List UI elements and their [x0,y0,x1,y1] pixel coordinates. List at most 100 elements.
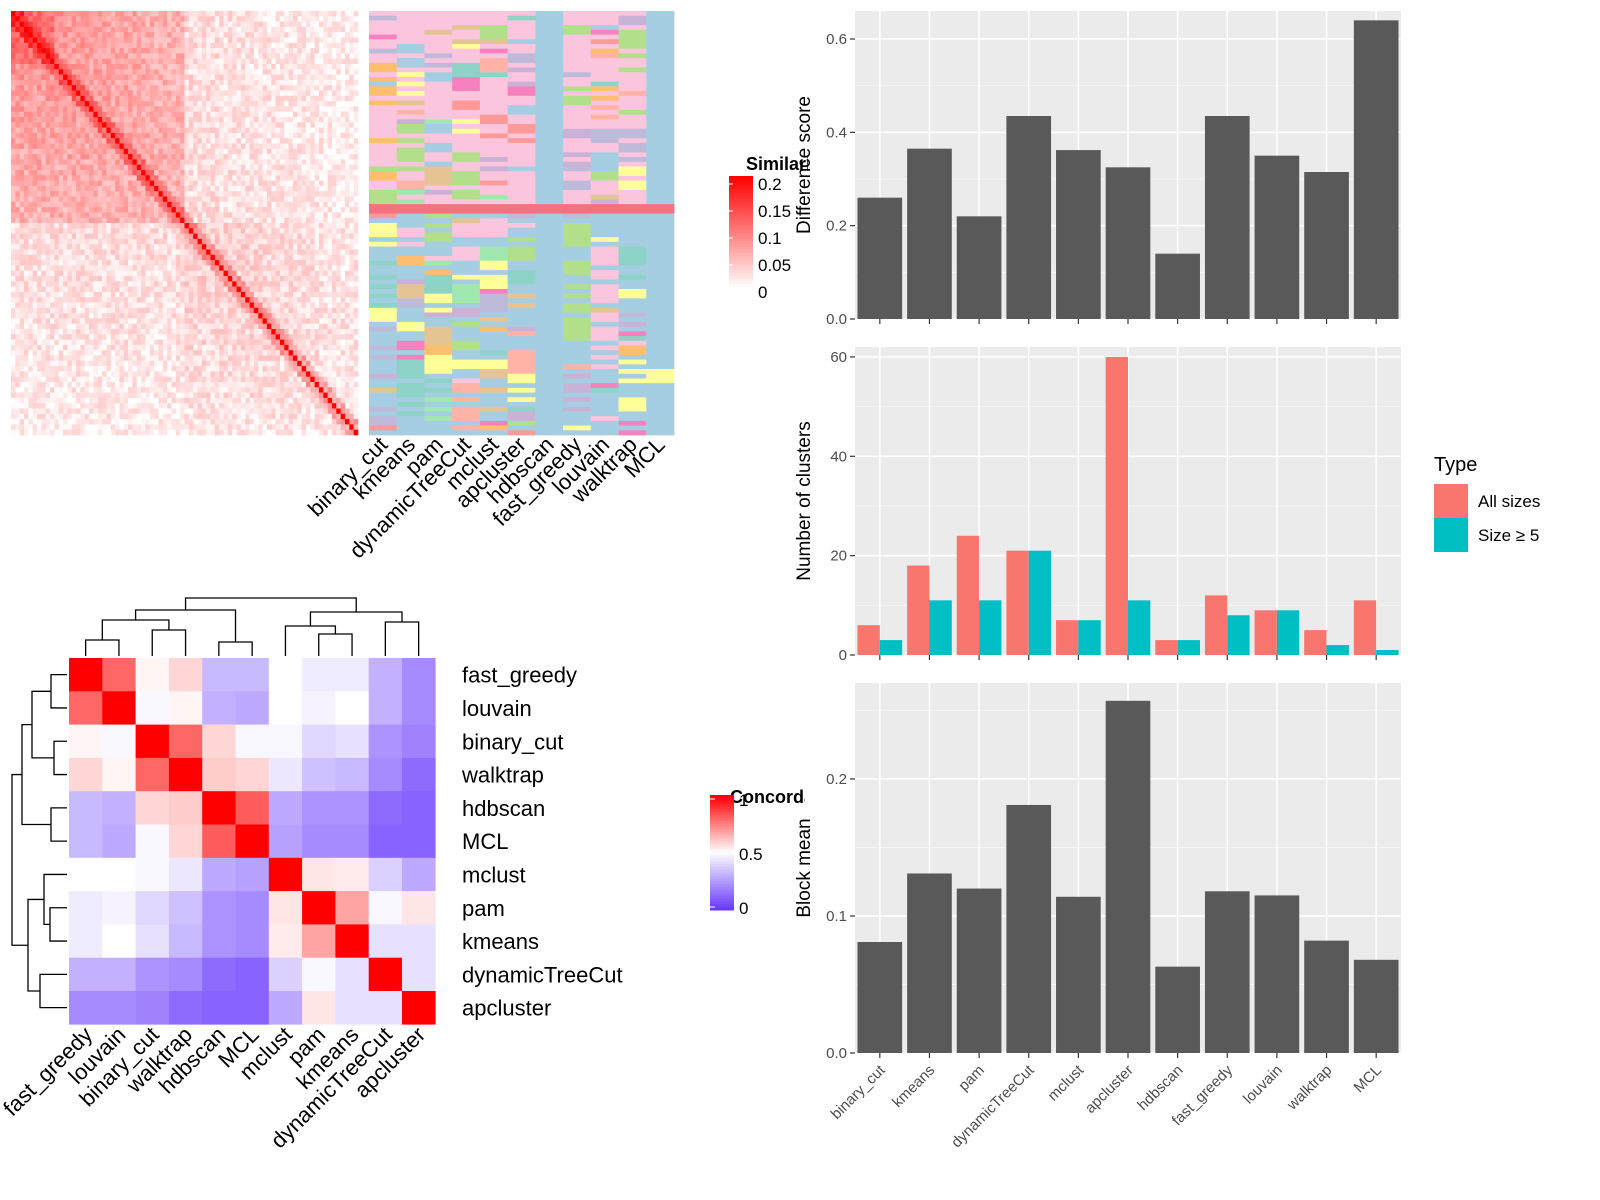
sim-cell [292,185,298,192]
sim-cell [102,339,107,346]
sim-cell [288,297,294,303]
sim-cell [180,53,185,59]
sim-cell [240,191,246,197]
sim-cell [76,238,81,245]
sim-cell [24,196,29,203]
sim-cell [132,339,138,346]
sim-cell [201,154,207,160]
sim-cell [50,175,55,181]
sim-cell [331,286,337,293]
sim-cell [266,95,272,102]
sim-cell [128,260,133,266]
sim-cell [206,228,211,234]
sim-cell [37,291,42,298]
sim-cell [84,191,90,197]
sim-cell [262,297,268,303]
sim-cell [97,32,103,38]
sim-cell [262,217,268,224]
sim-cell [249,318,255,324]
sim-cell [115,318,120,324]
sim-cell [145,85,151,91]
sim-cell [288,159,294,165]
sim-cell [76,53,81,59]
sim-cell [353,90,359,97]
sim-cell [110,329,116,335]
sim-cell [249,291,255,298]
sim-cell [301,238,307,245]
sim-cell [11,297,16,303]
sim-cell [97,238,103,245]
sim-cell [323,207,328,213]
sim-cell [197,323,203,330]
sim-cell [314,154,320,160]
sim-cell [80,180,86,187]
sim-cell [115,122,120,128]
sim-cell [301,323,307,330]
sim-cell [297,180,302,187]
sim-cell [167,95,172,102]
sim-cell [93,265,99,271]
sim-cell [89,254,94,261]
sim-cell [84,307,90,314]
sim-cell [327,170,333,176]
sim-cell [123,260,129,266]
sim-cell [292,85,298,91]
sim-cell [71,159,77,165]
sim-cell [279,196,285,203]
sim-cell [310,249,315,256]
sim-cell [145,339,151,346]
sim-cell [110,48,116,54]
sim-cell [158,201,164,208]
sim-cell [71,164,77,171]
sim-cell [132,11,138,17]
sim-cell [128,106,133,112]
sim-cell [50,148,55,155]
sim-cell [288,48,294,54]
sim-cell [214,217,220,224]
sim-cell [340,291,346,298]
sim-cell [292,101,298,107]
sim-cell [41,334,46,340]
sim-cell [132,286,138,293]
sim-cell [214,180,220,187]
sim-cell [188,302,194,309]
sim-cell [89,148,94,155]
sim-cell [297,159,302,165]
sim-cell [41,286,46,293]
sim-cell [71,254,77,261]
sim-cell [240,334,246,340]
sim-cell [318,313,324,319]
sim-cell [93,313,99,319]
sim-cell [223,233,229,240]
sim-cell [318,106,324,112]
sim-cell [67,233,73,240]
sim-cell [145,191,151,197]
sim-cell [28,217,33,224]
sim-cell [188,281,194,287]
sim-cell [162,170,168,176]
sim-cell [210,21,216,28]
sim-cell [340,228,346,234]
sim-cell [331,318,337,324]
sim-cell [305,185,311,192]
sim-cell [349,233,354,240]
sim-cell [349,318,354,324]
sim-cell [119,11,125,17]
sim-cell [136,191,142,197]
sim-cell [115,313,120,319]
sim-cell [318,85,324,91]
sim-cell [318,196,324,203]
sim-cell [158,21,164,28]
sim-cell [102,334,107,340]
sim-cell [258,74,263,81]
sim-cell [106,238,112,245]
sim-cell [336,154,341,160]
sim-cell [180,185,185,192]
sim-cell [214,223,220,229]
sim-cell [301,111,307,118]
sim-cell [54,323,60,330]
sim-cell [344,164,350,171]
sim-cell [201,74,207,81]
sim-cell [162,302,168,309]
sim-cell [188,95,194,102]
